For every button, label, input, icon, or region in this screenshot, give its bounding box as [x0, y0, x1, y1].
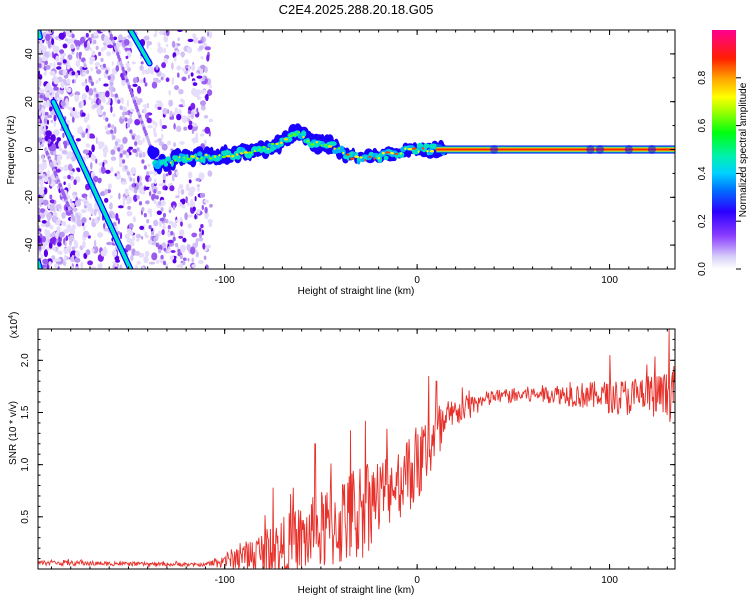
spectrogram-xtick-label-1: 0: [414, 275, 420, 286]
snr-plot-area: [38, 329, 675, 569]
spectrogram-axes: -100 0 100 -40 -20 0 20 40: [24, 29, 675, 286]
snr-xtick-label-1: 0: [414, 575, 420, 586]
snr-panel: -100 0 100 0.5 1.0 1.5 2.0 Height of straight …: [8, 312, 676, 596]
colorbar-ticks: 0.0 0.2 0.4 0.6 0.8: [697, 70, 741, 276]
spectrogram-ytick-label-0: -40: [24, 237, 35, 252]
spectrogram-panel: -100 0 100 -40 -20 0 20 40 Height of straight l…: [6, 29, 676, 297]
snr-ytick-label-3: 2.0: [20, 353, 31, 367]
colorbar-tick-label-4: 0.8: [697, 70, 708, 84]
colorbar-tick-label-0: 0.0: [697, 262, 708, 276]
colorbar-tick-label-3: 0.6: [697, 118, 708, 132]
snr-series-line: [38, 329, 675, 569]
noise-speckles: [38, 30, 214, 269]
colorbar-tick-label-1: 0.2: [697, 214, 708, 228]
snr-xtick-label-2: 100: [601, 575, 618, 586]
snr-x-label: Height of straight line (km): [298, 585, 415, 596]
snr-ytick-label-0: 0.5: [20, 509, 31, 523]
snr-ytick-label-2: 1.5: [20, 405, 31, 419]
snr-ytick-label-1: 1.0: [20, 457, 31, 471]
snr-scale-label: (x104): [8, 312, 20, 339]
snr-y-label: SNR (10 * v/v): [8, 401, 19, 465]
spectrogram-ytick-label-3: 20: [24, 96, 35, 108]
spectrogram-ytick-label-1: -20: [24, 190, 35, 205]
snr-xtick-label-0: -100: [215, 575, 235, 586]
spectrogram-xtick-label-0: -100: [215, 275, 235, 286]
chart-title: C2E4.2025.288.20.18.G05: [279, 2, 434, 17]
spectrogram-y-label: Frequency (Hz): [6, 116, 17, 185]
spectrogram-ytick-label-4: 40: [24, 48, 35, 60]
spectrogram-x-label: Height of straight line (km): [298, 286, 415, 297]
main-signal-track: [147, 123, 675, 175]
snr-axes: -100 0 100 0.5 1.0 1.5 2.0: [20, 329, 675, 586]
spectrogram-heatmap: [38, 30, 675, 269]
snr-frame: [37, 328, 676, 570]
colorbar-label: Normalized spectral amplitude: [738, 82, 749, 217]
spectrogram-ytick-label-2: 0: [24, 146, 35, 152]
colorbar-tick-label-2: 0.4: [697, 166, 708, 180]
spectrogram-xtick-label-2: 100: [601, 275, 618, 286]
colorbar-gradient: [712, 30, 736, 269]
colorbar: 0.0 0.2 0.4 0.6 0.8 Normalized spectral ampl…: [697, 30, 749, 276]
